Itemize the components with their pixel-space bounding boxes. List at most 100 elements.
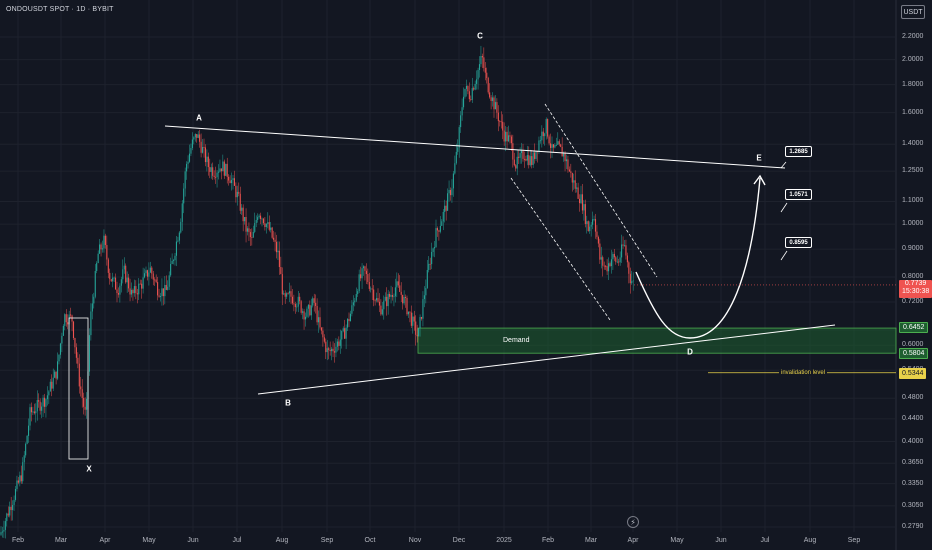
candle-body	[336, 341, 338, 347]
candle	[294, 301, 296, 314]
candle	[522, 143, 524, 162]
candle-body	[246, 228, 249, 232]
candle-body	[320, 327, 322, 331]
candle-body	[275, 241, 278, 253]
candle-body	[574, 180, 576, 189]
candle	[202, 138, 204, 154]
candle	[477, 67, 479, 90]
candle-body	[618, 261, 620, 263]
candle-body	[471, 88, 473, 100]
candle	[619, 251, 621, 266]
candle	[512, 134, 514, 168]
candle	[75, 343, 77, 364]
candle-body	[41, 406, 43, 411]
candle-body	[389, 293, 391, 297]
candle	[574, 170, 576, 193]
candle-body	[216, 172, 218, 178]
candle-body	[426, 270, 428, 288]
candle	[632, 272, 634, 291]
candle-body	[434, 247, 436, 249]
candle	[149, 261, 151, 274]
candle-body	[133, 286, 135, 294]
candle-body	[210, 167, 212, 172]
candle-body	[587, 221, 589, 232]
candle	[222, 154, 224, 172]
candle-body	[594, 219, 597, 232]
candle-body	[335, 346, 337, 353]
candle-body	[365, 270, 367, 275]
candle	[554, 142, 556, 149]
candle	[481, 53, 483, 69]
candle-body	[265, 223, 267, 228]
candle	[231, 172, 233, 191]
candle-body	[135, 286, 137, 294]
currency-button[interactable]: USDT	[901, 5, 925, 19]
x-tick-label: Jul	[760, 537, 770, 544]
candle	[225, 163, 227, 177]
candle	[600, 246, 602, 269]
lightning-icon[interactable]: ⚡	[627, 516, 639, 528]
candle-body	[499, 121, 501, 122]
candle	[57, 352, 59, 381]
candle	[364, 265, 366, 281]
candle-body	[619, 257, 621, 263]
y-tick-label: 0.2790	[902, 523, 924, 530]
candle	[274, 232, 276, 252]
x-tick-label: 2025	[496, 537, 512, 544]
candle-body	[361, 268, 363, 279]
candle	[133, 279, 135, 297]
candle	[299, 293, 301, 305]
candle-body	[206, 156, 208, 163]
candle-body	[544, 133, 546, 137]
candle-body	[55, 371, 57, 379]
candle-body	[129, 288, 131, 295]
candle	[306, 306, 308, 319]
candle	[542, 127, 544, 144]
candle-body	[483, 57, 485, 68]
candle-body	[364, 266, 366, 271]
candle-body	[465, 85, 467, 89]
candle-body	[608, 263, 610, 272]
candle-body	[223, 161, 225, 176]
candle-body	[579, 198, 581, 204]
candle-body	[233, 178, 235, 186]
candle	[616, 255, 618, 264]
y-tick-label: 1.0000	[902, 220, 924, 228]
target-callout-2[interactable]: 1.0571	[785, 189, 812, 200]
candle-body	[157, 282, 159, 296]
candle	[509, 131, 511, 144]
candle	[283, 290, 285, 295]
candle-body	[144, 273, 146, 278]
candle-body	[550, 143, 552, 148]
target-callout-1[interactable]: 1.2685	[785, 146, 812, 157]
candle	[618, 258, 620, 266]
x-tick-label: Apr	[99, 537, 111, 544]
candle	[526, 145, 528, 166]
candle-body	[331, 348, 333, 352]
candle-body	[425, 287, 427, 296]
y-tick-label: 0.4400	[902, 414, 924, 422]
candle-body	[399, 285, 401, 292]
candle-body	[477, 69, 479, 80]
candle	[405, 294, 407, 308]
candle	[58, 354, 60, 365]
candle	[455, 143, 457, 165]
candle-body	[226, 163, 228, 177]
candle	[312, 296, 314, 308]
candle	[348, 312, 350, 327]
candle-body	[500, 121, 502, 123]
callout-pointer	[780, 161, 787, 169]
candle-body	[467, 85, 469, 92]
candle	[119, 283, 121, 303]
candle-body	[241, 207, 243, 211]
candle-body	[99, 244, 101, 254]
target-callout-3[interactable]: 0.8595	[785, 237, 812, 248]
candle	[109, 268, 111, 285]
candle	[122, 259, 124, 284]
candle	[399, 275, 401, 293]
candle-body	[319, 317, 321, 328]
candle-body	[90, 311, 92, 336]
candle	[157, 276, 159, 301]
candle	[500, 111, 502, 129]
